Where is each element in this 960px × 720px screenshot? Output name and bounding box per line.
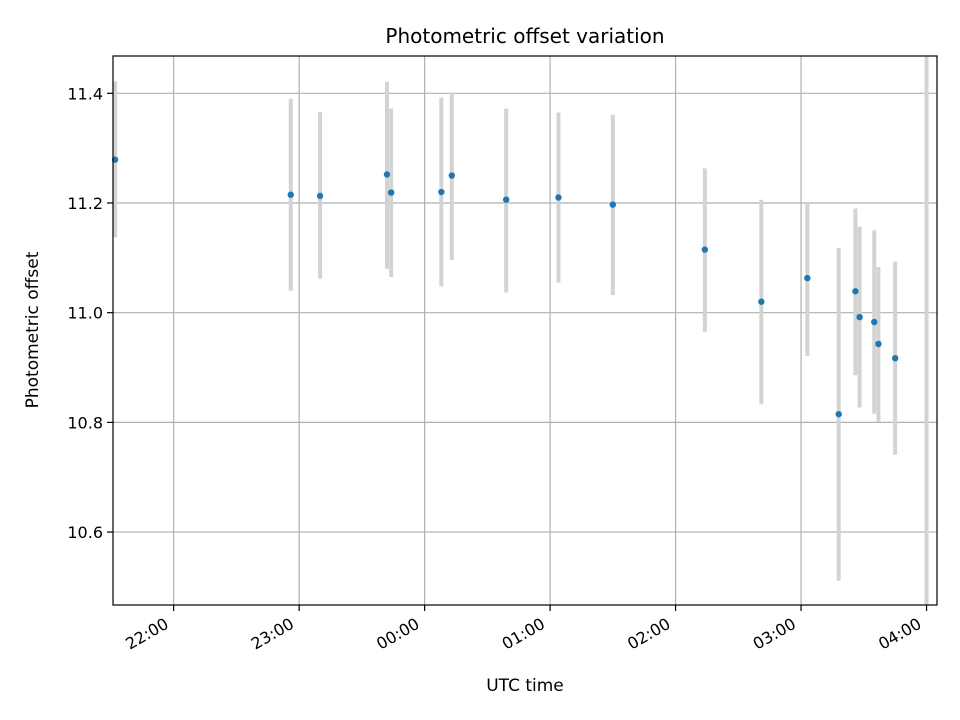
data-point [448,172,456,179]
data-point [891,354,899,362]
y-tick-label: 11.4 [67,84,103,103]
data-point [856,313,863,321]
y-tick-label: 10.6 [67,523,103,542]
data-point [852,288,859,295]
data-point [555,194,562,201]
grid-lines [113,56,937,605]
y-axis-label: Photometric offset [23,251,43,408]
data-point [438,188,445,196]
data-point [387,189,395,196]
data-points [111,156,899,418]
data-point [871,318,878,326]
data-point [875,340,882,348]
data-point [835,410,842,418]
data-point [287,191,294,198]
x-axis-label: UTC time [486,676,564,696]
data-point [758,298,765,305]
y-tick-label: 10.8 [67,413,103,432]
data-point [502,196,510,203]
data-point [804,274,811,282]
y-tick-label: 11.2 [67,194,103,213]
y-axis-ticks: 10.6 10.8 11.0 11.2 11.4 [67,84,113,542]
plot-frame [112,55,938,606]
chart-title: Photometric offset variation [385,24,664,48]
data-point [316,192,324,200]
data-point [609,201,617,208]
data-point [383,171,391,178]
y-tick-label: 11.0 [67,304,103,323]
data-point [701,246,709,253]
